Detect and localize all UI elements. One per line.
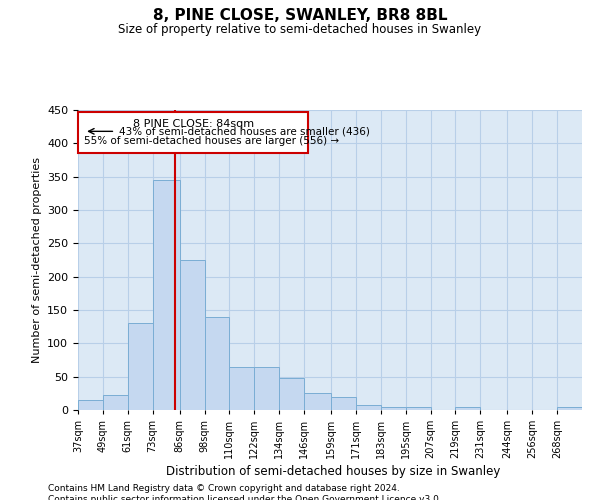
Bar — [205, 316, 229, 410]
Bar — [381, 406, 406, 410]
Bar — [304, 394, 331, 410]
Bar — [152, 180, 179, 410]
Text: 8, PINE CLOSE, SWANLEY, BR8 8BL: 8, PINE CLOSE, SWANLEY, BR8 8BL — [153, 8, 447, 22]
Text: Contains public sector information licensed under the Open Government Licence v3: Contains public sector information licen… — [48, 495, 442, 500]
Text: 55% of semi-detached houses are larger (556) →: 55% of semi-detached houses are larger (… — [84, 136, 340, 146]
Text: 8 PINE CLOSE: 84sqm: 8 PINE CLOSE: 84sqm — [133, 120, 254, 130]
Bar — [78, 112, 308, 154]
Bar — [229, 366, 254, 410]
Text: Size of property relative to semi-detached houses in Swanley: Size of property relative to semi-detach… — [118, 22, 482, 36]
Bar — [128, 324, 152, 410]
Bar — [179, 260, 205, 410]
Bar — [279, 378, 304, 410]
Bar — [356, 404, 381, 410]
Bar — [557, 406, 582, 410]
Y-axis label: Number of semi-detached properties: Number of semi-detached properties — [32, 157, 41, 363]
Bar — [78, 400, 103, 410]
Bar — [455, 406, 481, 410]
Bar — [254, 366, 279, 410]
Text: Distribution of semi-detached houses by size in Swanley: Distribution of semi-detached houses by … — [166, 465, 500, 478]
Bar — [406, 406, 431, 410]
Text: 43% of semi-detached houses are smaller (436): 43% of semi-detached houses are smaller … — [119, 126, 370, 136]
Bar — [331, 396, 356, 410]
Text: Contains HM Land Registry data © Crown copyright and database right 2024.: Contains HM Land Registry data © Crown c… — [48, 484, 400, 493]
Bar — [103, 396, 128, 410]
